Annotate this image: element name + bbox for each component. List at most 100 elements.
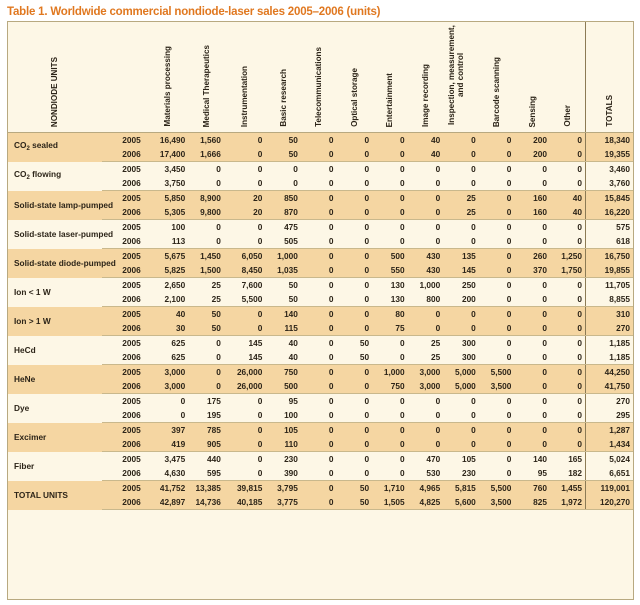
- value-cell: 95: [514, 466, 550, 481]
- value-cell: 0: [223, 408, 266, 423]
- value-cell: 160: [514, 190, 550, 205]
- table-row: 2006 30 50 0 115 0 0 75 0 0 0 0 0 270: [8, 321, 633, 336]
- column-header: Telecommunications: [300, 22, 337, 133]
- value-cell: 0: [146, 408, 189, 423]
- value-cell: 40: [549, 205, 586, 220]
- value-cell: 0: [549, 364, 586, 379]
- value-cell: 0: [549, 422, 586, 437]
- year-cell: 2005: [101, 422, 147, 437]
- value-cell: 0: [514, 379, 550, 394]
- value-cell: 160: [514, 205, 550, 220]
- year-cell: 2006: [101, 205, 147, 220]
- table-body: CO2 sealed 2005 16,490 1,560 0 50 0 0 0 40 0 0 200 0 1…: [8, 132, 633, 510]
- table-row: Ion > 1 W 2005 40 50 0 140 0 0 80 0 0 0 0 0 310: [8, 306, 633, 336]
- value-cell: 0: [514, 306, 550, 321]
- total-cell: 41,750: [585, 379, 633, 394]
- total-cell: 5,024: [585, 451, 633, 466]
- value-cell: 0: [372, 176, 408, 191]
- value-cell: 3,000: [146, 379, 189, 394]
- value-cell: 0: [514, 393, 550, 408]
- value-cell: 0: [372, 335, 408, 350]
- total-cell: 270: [585, 321, 633, 336]
- value-cell: 195: [188, 408, 224, 423]
- column-header: Materials processing: [146, 22, 189, 133]
- value-cell: 0: [407, 205, 444, 220]
- value-cell: 0: [478, 190, 515, 205]
- value-cell: 0: [407, 408, 444, 423]
- value-cell: 475: [265, 219, 301, 234]
- value-cell: 110: [265, 437, 301, 452]
- value-cell: 41,752: [146, 480, 189, 495]
- column-header: Entertainment: [372, 22, 408, 133]
- table-title: Table 1. Worldwide commercial nondiode-l…: [7, 6, 381, 18]
- value-cell: 3,000: [146, 364, 189, 379]
- value-cell: 0: [443, 437, 479, 452]
- row-group-label: Ion < 1 W: [8, 277, 102, 307]
- value-cell: 0: [336, 205, 373, 220]
- value-cell: 50: [265, 292, 301, 307]
- row-group-label: TOTAL UNITS: [8, 480, 102, 510]
- value-cell: 5,500: [223, 292, 266, 307]
- value-cell: 0: [549, 277, 586, 292]
- value-cell: 40,185: [223, 495, 266, 510]
- value-cell: 0: [478, 132, 515, 147]
- value-cell: 0: [372, 132, 408, 147]
- value-cell: 1,000: [407, 277, 444, 292]
- total-cell: 3,760: [585, 176, 633, 191]
- value-cell: 20: [223, 205, 266, 220]
- value-cell: 200: [443, 292, 479, 307]
- value-cell: 0: [300, 480, 337, 495]
- value-cell: 0: [188, 379, 224, 394]
- value-cell: 25: [188, 277, 224, 292]
- value-cell: 0: [514, 234, 550, 249]
- value-cell: 0: [478, 176, 515, 191]
- value-cell: 3,775: [265, 495, 301, 510]
- value-cell: 0: [549, 234, 586, 249]
- value-cell: 0: [549, 393, 586, 408]
- corner-header: NONDIODE UNITS: [8, 22, 102, 133]
- value-cell: 0: [265, 161, 301, 176]
- year-cell: 2005: [101, 306, 147, 321]
- value-cell: 0: [372, 205, 408, 220]
- year-cell: 2006: [101, 176, 147, 191]
- value-cell: 595: [188, 466, 224, 481]
- value-cell: 0: [549, 335, 586, 350]
- value-cell: 0: [300, 263, 337, 278]
- value-cell: 3,500: [478, 495, 515, 510]
- column-header: Image recording: [407, 22, 444, 133]
- value-cell: 0: [478, 422, 515, 437]
- value-cell: 0: [300, 205, 337, 220]
- value-cell: 2,650: [146, 277, 189, 292]
- value-cell: 0: [188, 176, 224, 191]
- value-cell: 0: [514, 321, 550, 336]
- value-cell: 3,475: [146, 451, 189, 466]
- value-cell: 100: [265, 408, 301, 423]
- table-row: 2006 17,400 1,666 0 50 0 0 0 40 0 0 200 0 19,355: [8, 147, 633, 162]
- value-cell: 50: [265, 147, 301, 162]
- value-cell: 550: [372, 263, 408, 278]
- value-cell: 0: [549, 408, 586, 423]
- value-cell: 200: [514, 147, 550, 162]
- value-cell: 25: [443, 205, 479, 220]
- table-row: 2006 42,897 14,736 40,185 3,775 0 50 1,505 4,825…: [8, 495, 633, 510]
- column-header: Sensing: [514, 22, 550, 133]
- value-cell: 390: [265, 466, 301, 481]
- value-cell: 0: [478, 147, 515, 162]
- year-cell: 2006: [101, 321, 147, 336]
- value-cell: 0: [372, 408, 408, 423]
- value-cell: 0: [223, 393, 266, 408]
- year-header: [101, 22, 147, 133]
- value-cell: 0: [443, 306, 479, 321]
- value-cell: 0: [407, 161, 444, 176]
- column-header-label: Telecommunications: [314, 47, 324, 127]
- value-cell: 3,000: [407, 364, 444, 379]
- value-cell: 0: [407, 190, 444, 205]
- column-header-label: Inspection, measurement, and control: [447, 25, 465, 125]
- year-cell: 2006: [101, 292, 147, 307]
- value-cell: 4,825: [407, 495, 444, 510]
- value-cell: 0: [372, 147, 408, 162]
- value-cell: 0: [478, 451, 515, 466]
- value-cell: 0: [549, 437, 586, 452]
- value-cell: 0: [336, 408, 373, 423]
- value-cell: 0: [372, 234, 408, 249]
